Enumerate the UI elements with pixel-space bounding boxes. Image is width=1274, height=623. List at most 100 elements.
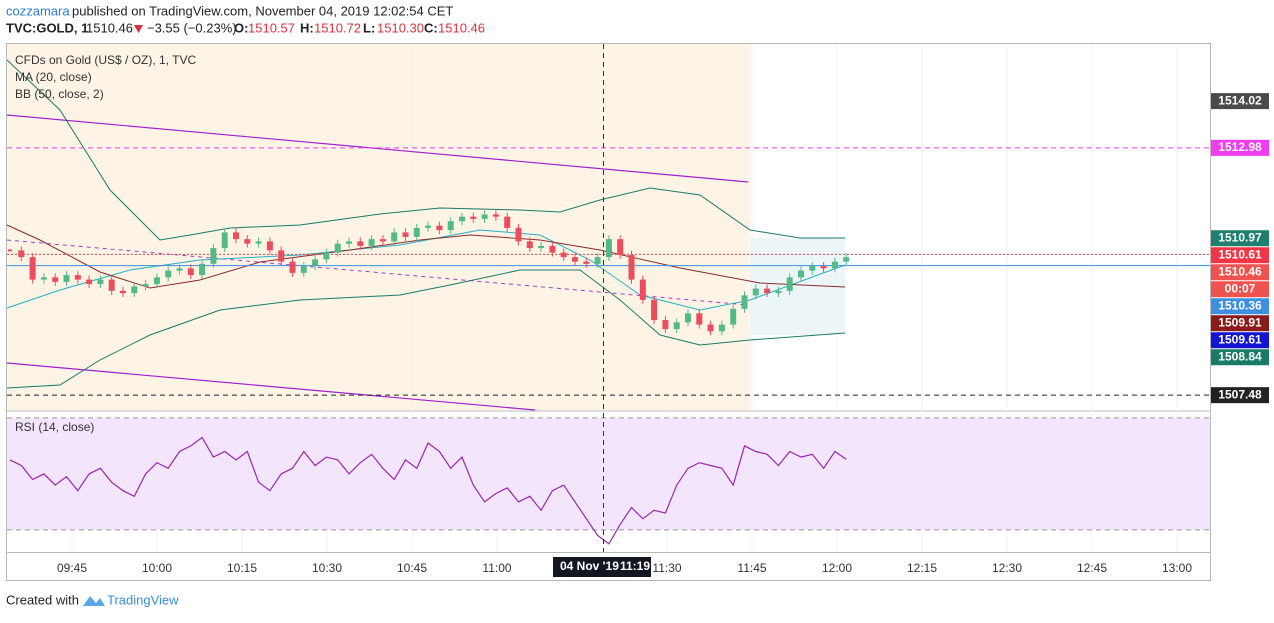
candle bbox=[266, 241, 273, 251]
candle bbox=[120, 290, 126, 294]
price-label-bg bbox=[1211, 349, 1269, 366]
x-tick-label: 10:15 bbox=[227, 561, 257, 575]
price-label: 1514.02 bbox=[1218, 93, 1262, 107]
price-label-bg bbox=[1211, 298, 1269, 315]
x-tick-label: 11:45 bbox=[737, 561, 766, 575]
candle bbox=[560, 252, 567, 258]
candle bbox=[312, 259, 319, 267]
logo bbox=[83, 596, 105, 606]
candle bbox=[492, 214, 499, 217]
candle bbox=[798, 270, 804, 278]
candle bbox=[718, 324, 725, 332]
price-label: 1510.36 bbox=[1218, 298, 1262, 312]
x-tick-label: 10:00 bbox=[142, 561, 172, 575]
candle bbox=[515, 227, 522, 242]
candle bbox=[74, 275, 81, 280]
symbol-legend: CFDs on Gold (US$ / OZ), 1, TVC bbox=[15, 53, 196, 67]
candle bbox=[176, 268, 183, 271]
candle bbox=[187, 268, 194, 276]
candle bbox=[504, 216, 511, 228]
price-label-bg bbox=[1211, 93, 1269, 110]
channel bbox=[6, 114, 749, 411]
ohlc-key: C: bbox=[424, 20, 438, 35]
candle bbox=[357, 241, 364, 246]
x-tick-label: 12:00 bbox=[822, 561, 852, 575]
price-label-bg bbox=[1211, 332, 1269, 349]
candle bbox=[165, 270, 172, 278]
axis-bg bbox=[1211, 44, 1274, 552]
price-label-bg bbox=[1211, 264, 1269, 281]
ohlc: O: 1510.57 H: 1510.72 L: 1510.30 C: 1510.46 bbox=[234, 20, 485, 35]
candle bbox=[323, 252, 330, 260]
candles bbox=[8, 210, 850, 336]
candle bbox=[526, 241, 533, 249]
candle bbox=[402, 232, 409, 237]
candle bbox=[142, 284, 149, 287]
candle bbox=[786, 277, 793, 291]
price-label: 1510.61 bbox=[1218, 247, 1262, 261]
countdown: 00:07 bbox=[1225, 281, 1256, 295]
candle bbox=[707, 324, 714, 332]
candle bbox=[97, 279, 104, 285]
ohlc-key: L: bbox=[363, 20, 375, 35]
candle bbox=[459, 216, 465, 222]
candle bbox=[662, 320, 669, 330]
author[interactable]: cozzamara bbox=[6, 3, 70, 18]
candle bbox=[752, 288, 759, 296]
price-label: 1508.84 bbox=[1218, 349, 1262, 363]
x-tick-label: 12:45 bbox=[1077, 561, 1107, 575]
price-label: 1510.97 bbox=[1218, 230, 1262, 244]
price-label-bg bbox=[1211, 230, 1269, 247]
price-label-bg bbox=[1211, 387, 1269, 404]
last-price: 1510.46 bbox=[86, 20, 133, 35]
candle bbox=[233, 232, 239, 240]
price-label: 1509.91 bbox=[1218, 315, 1262, 329]
candle bbox=[696, 313, 703, 325]
ohlc-key: O: bbox=[234, 20, 248, 35]
candle bbox=[673, 322, 680, 330]
candle bbox=[447, 221, 454, 231]
brand[interactable]: TradingView bbox=[107, 592, 179, 607]
price-label: 1512.98 bbox=[1218, 140, 1262, 154]
change: −3.55 (−0.23%) bbox=[147, 20, 237, 35]
ohlc-value: 1510.57 bbox=[248, 20, 295, 35]
candle bbox=[809, 266, 816, 271]
trend-line bbox=[6, 239, 749, 306]
ma-legend: MA (20, close) bbox=[15, 70, 92, 84]
x-tick-label: 09:45 bbox=[57, 561, 87, 575]
candle bbox=[775, 290, 782, 294]
candle bbox=[63, 275, 70, 282]
down-arrow bbox=[134, 25, 143, 33]
crosshair-label-bg bbox=[553, 557, 651, 577]
candle bbox=[278, 250, 285, 262]
bb-legend: BB (50, close, 2) bbox=[15, 87, 104, 101]
ohlc-key: H: bbox=[300, 20, 314, 35]
x-tick-label: 11:00 bbox=[482, 561, 511, 575]
countdown-bg bbox=[1211, 281, 1269, 298]
x-tick-label: 11:30 bbox=[652, 561, 681, 575]
candle bbox=[255, 241, 262, 244]
crosshair-time: 11:19 bbox=[620, 559, 650, 573]
frame bbox=[6, 43, 1211, 581]
candle bbox=[831, 261, 838, 269]
candle bbox=[538, 245, 545, 249]
candle bbox=[199, 263, 206, 276]
candle bbox=[244, 239, 251, 244]
x-tick-label: 12:30 bbox=[992, 561, 1022, 575]
candle bbox=[572, 257, 578, 262]
candle bbox=[764, 288, 771, 294]
x-tick-label: 10:45 bbox=[397, 561, 427, 575]
time-axis: 09:45 10:00 10:15 10:30 10:45 11:00 11:30 11:45… bbox=[57, 557, 1192, 577]
crosshair-date: 04 Nov '19 bbox=[560, 559, 619, 573]
candle bbox=[153, 277, 160, 285]
candle bbox=[210, 248, 217, 264]
candle bbox=[289, 261, 296, 273]
candle bbox=[730, 308, 737, 325]
candle bbox=[820, 266, 827, 269]
x-tick-label: 12:15 bbox=[907, 561, 937, 575]
published: published on TradingView.com, November 0… bbox=[72, 3, 453, 18]
price-label-bg bbox=[1211, 247, 1269, 264]
moving-average bbox=[6, 224, 846, 289]
